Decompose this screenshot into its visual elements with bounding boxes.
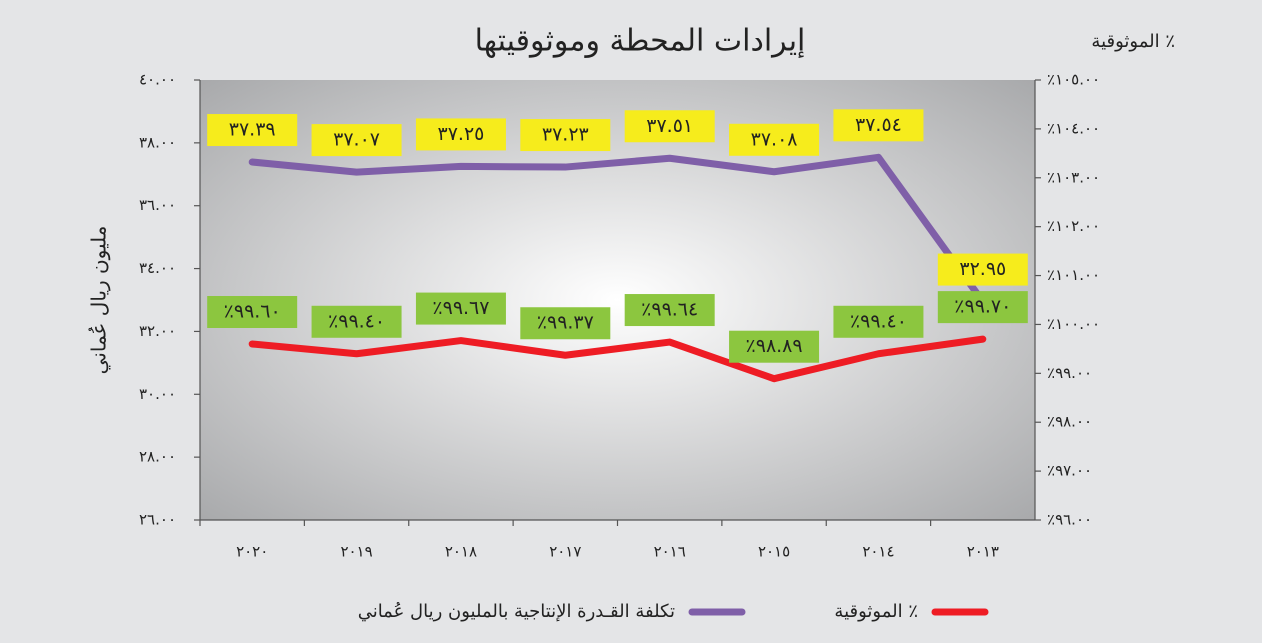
x-tick-label: ٢٠٢٠ bbox=[236, 543, 268, 561]
y2-tick-label: ٪١٠٢.٠٠ bbox=[1047, 217, 1100, 235]
legend-label: تكلفة القـدرة الإنتاجية بالمليون ريال عُ… bbox=[358, 601, 675, 622]
y2-tick-label: ٪١٠٣.٠٠ bbox=[1047, 168, 1100, 186]
y2-axis-label: الموثوقية ٪ bbox=[1091, 31, 1175, 52]
data-label: ٣٢.٩٥ bbox=[959, 258, 1006, 280]
x-tick-label: ٢٠١٩ bbox=[340, 543, 372, 561]
x-tick-label: ٢٠١٨ bbox=[445, 543, 477, 561]
data-label: ٪٩٩.٦٤ bbox=[641, 299, 698, 321]
label-box bbox=[729, 123, 820, 156]
y-tick-label: ٢٨.٠٠ bbox=[139, 448, 176, 466]
data-label: ٣٧.٢٣ bbox=[542, 124, 589, 146]
label-box bbox=[311, 305, 402, 338]
y2-tick-label: ٪١٠٥.٠٠ bbox=[1047, 71, 1100, 89]
x-tick-label: ٢٠١٧ bbox=[549, 543, 581, 561]
data-label: ٣٧.٣٩ bbox=[229, 119, 276, 141]
y-tick-label: ٣٦.٠٠ bbox=[139, 196, 176, 214]
y2-tick-label: ٪٩٧.٠٠ bbox=[1047, 462, 1092, 480]
y-tick-label: ٣٨.٠٠ bbox=[139, 133, 176, 151]
y-axis-label: مليون ريال عُماني bbox=[87, 226, 112, 375]
y2-tick-label: ٪٩٩.٠٠ bbox=[1047, 364, 1092, 382]
label-box bbox=[833, 109, 924, 142]
series-line bbox=[248, 335, 987, 383]
label-box bbox=[937, 291, 1028, 324]
label-box bbox=[937, 253, 1028, 286]
y-tick-label: ٤٠.٠٠ bbox=[139, 71, 176, 89]
y-tick-label: ٣٤.٠٠ bbox=[139, 259, 176, 277]
data-label: ٣٧.٥٤ bbox=[855, 114, 902, 136]
x-tick-label: ٢٠١٦ bbox=[654, 543, 686, 561]
label-box bbox=[207, 114, 298, 147]
y2-tick-label: ٪١٠٠.٠٠ bbox=[1047, 315, 1100, 333]
label-box bbox=[520, 119, 611, 152]
data-label: ٪٩٨.٨٩ bbox=[746, 335, 803, 357]
y2-tick-label: ٪٩٨.٠٠ bbox=[1047, 413, 1092, 431]
data-label: ٣٧.٥١ bbox=[646, 115, 693, 137]
label-box bbox=[624, 294, 715, 327]
legend-label: الموثوقية ٪ bbox=[834, 601, 918, 622]
data-label: ٪٩٩.٣٧ bbox=[537, 312, 594, 334]
x-tick-label: ٢٠١٥ bbox=[758, 543, 790, 561]
chart-title: إيرادات المحطة وموثوقيتها bbox=[475, 24, 806, 59]
series-line bbox=[248, 153, 987, 306]
x-tick-label: ٢٠١٤ bbox=[862, 543, 894, 561]
data-label: ٣٧.٠٧ bbox=[333, 129, 380, 151]
data-label: ٪٩٩.٦٠ bbox=[224, 301, 281, 323]
label-box bbox=[729, 330, 820, 363]
data-label: ٪٩٩.٧٠ bbox=[954, 296, 1011, 318]
label-box bbox=[520, 307, 611, 340]
y-tick-label: ٣٢.٠٠ bbox=[139, 322, 176, 340]
label-box bbox=[415, 292, 506, 325]
y2-tick-label: ٪١٠١.٠٠ bbox=[1047, 266, 1100, 284]
data-label: ٣٧.٠٨ bbox=[751, 128, 798, 150]
data-label: ٣٧.٢٥ bbox=[438, 123, 485, 145]
y-tick-label: ٢٦.٠٠ bbox=[139, 511, 176, 529]
y2-tick-label: ٪١٠٤.٠٠ bbox=[1047, 119, 1100, 137]
y-tick-label: ٣٠.٠٠ bbox=[139, 385, 176, 403]
label-box bbox=[833, 305, 924, 338]
label-box bbox=[624, 110, 715, 143]
label-box bbox=[207, 296, 298, 328]
label-box bbox=[311, 124, 402, 157]
y2-tick-label: ٪٩٦.٠٠ bbox=[1047, 511, 1092, 529]
data-label: ٪٩٩.٤٠ bbox=[850, 310, 907, 332]
label-box bbox=[415, 118, 506, 151]
data-label: ٪٩٩.٦٧ bbox=[432, 297, 489, 319]
x-tick-label: ٢٠١٣ bbox=[967, 543, 999, 561]
data-label: ٪٩٩.٤٠ bbox=[328, 310, 385, 332]
